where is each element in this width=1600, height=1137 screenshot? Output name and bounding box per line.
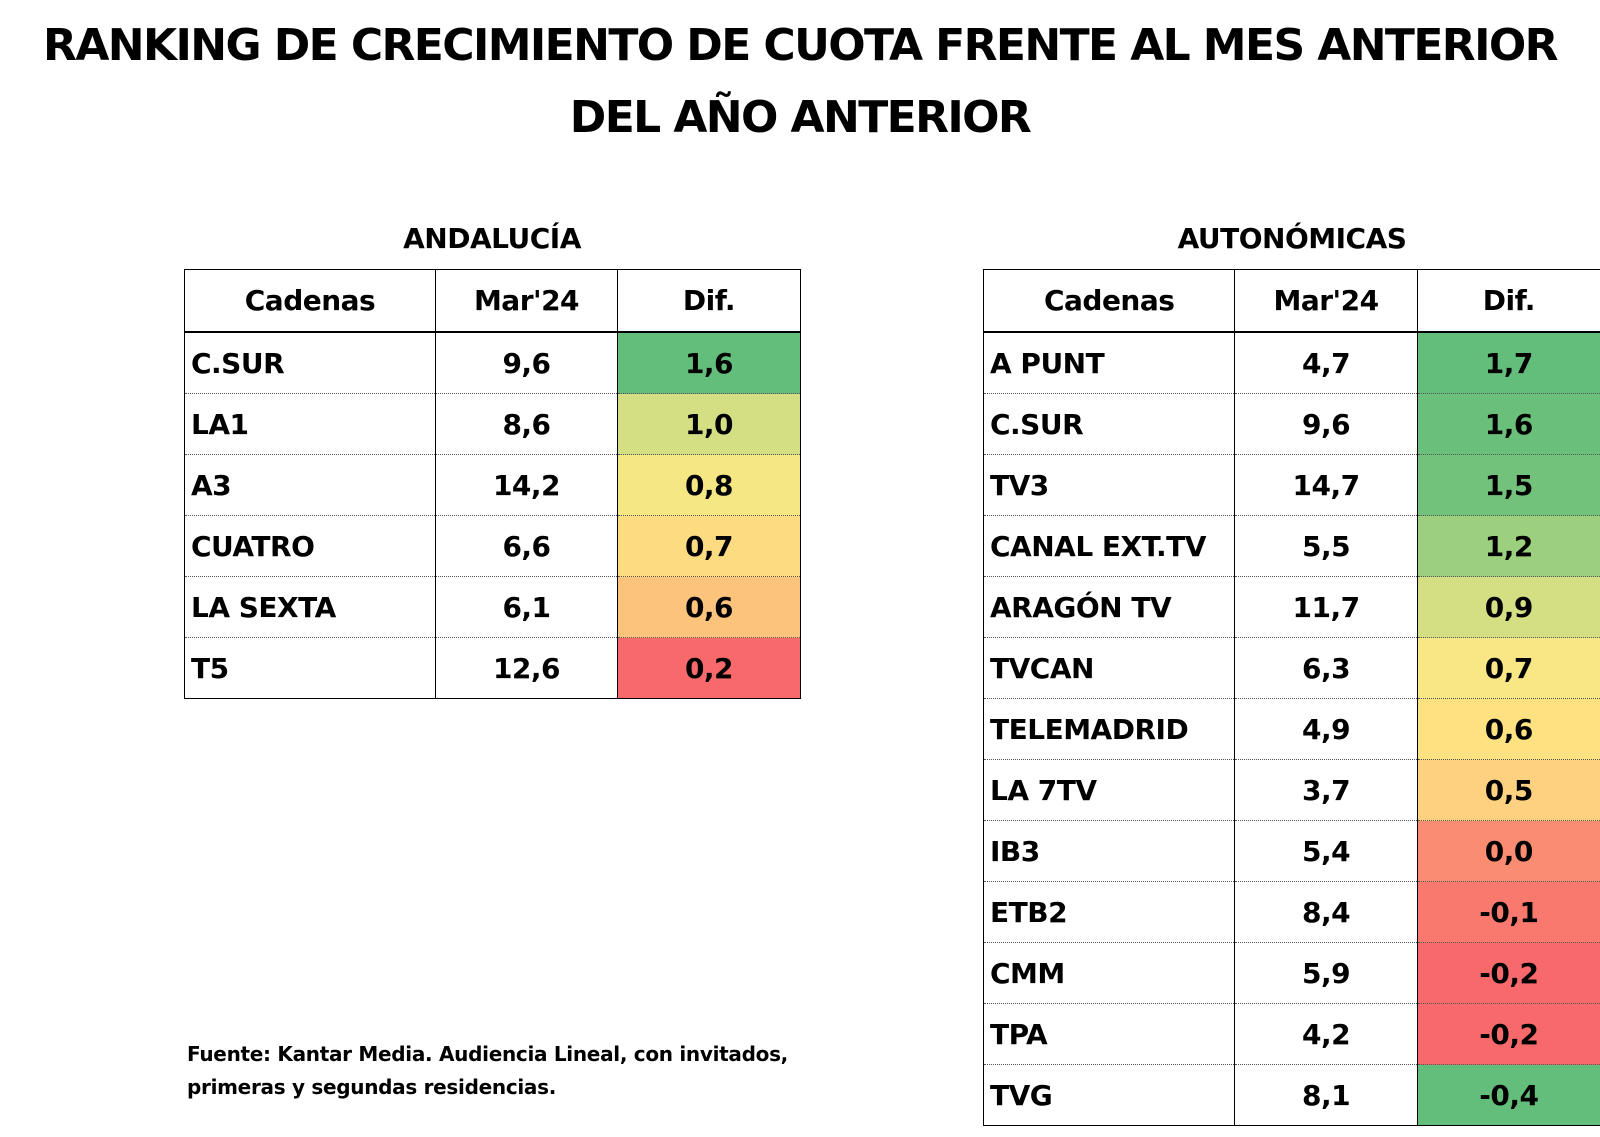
table-row: LA SEXTA 6,1 0,6 — [184, 576, 801, 638]
mar24-cell: 6,6 — [435, 515, 618, 577]
table-row: C.SUR 9,6 1,6 — [982, 393, 1600, 455]
cadena-cell: LA 7TV — [982, 759, 1236, 821]
autonomicas-section-title: AUTONÓMICAS — [1177, 222, 1407, 255]
table-row: ETB2 8,4 -0,1 — [982, 881, 1600, 943]
mar24-cell: 8,1 — [1234, 1064, 1418, 1126]
table-row: CUATRO 6,6 0,7 — [184, 515, 801, 577]
source-line-1: Fuente: Kantar Media. Audiencia Lineal, … — [187, 1042, 788, 1066]
mar24-cell: 9,6 — [435, 332, 618, 394]
dif-cell: 0,0 — [1416, 820, 1600, 882]
table-row: C.SUR 9,6 1,6 — [184, 332, 801, 394]
source-note: Fuente: Kantar Media. Audiencia Lineal, … — [187, 1038, 827, 1104]
mar24-cell: 14,7 — [1234, 454, 1418, 516]
cadena-cell: CUATRO — [184, 515, 436, 577]
table-row: TV3 14,7 1,5 — [982, 454, 1600, 516]
dif-cell: 1,0 — [617, 393, 801, 455]
dif-cell: 0,2 — [617, 637, 801, 699]
header-period: Mar'24 — [1234, 269, 1418, 333]
cadena-cell: CANAL EXT.TV — [982, 515, 1236, 577]
table-header-row: Cadenas Mar'24 Dif. — [184, 269, 801, 333]
header-dif: Dif. — [617, 269, 801, 333]
table-row: T5 12,6 0,2 — [184, 637, 801, 699]
mar24-cell: 4,7 — [1234, 332, 1418, 394]
table-row: A PUNT 4,7 1,7 — [982, 332, 1600, 394]
mar24-cell: 5,9 — [1234, 942, 1418, 1004]
header-period: Mar'24 — [435, 269, 618, 333]
cadena-cell: C.SUR — [982, 393, 1236, 455]
dif-cell: -0,4 — [1416, 1064, 1600, 1126]
mar24-cell: 9,6 — [1234, 393, 1418, 455]
table-header-row: Cadenas Mar'24 Dif. — [982, 269, 1600, 333]
dif-cell: 1,6 — [1416, 393, 1600, 455]
table-row: CMM 5,9 -0,2 — [982, 942, 1600, 1004]
dif-cell: 0,6 — [617, 576, 801, 638]
page-title-line-2: DEL AÑO ANTERIOR — [569, 92, 1032, 143]
table-row: A3 14,2 0,8 — [184, 454, 801, 516]
cadena-cell: A PUNT — [982, 332, 1236, 394]
cadena-cell: TPA — [982, 1003, 1236, 1065]
mar24-cell: 11,7 — [1234, 576, 1418, 638]
autonomicas-table: Cadenas Mar'24 Dif. A PUNT 4,7 1,7 C.SUR 9,6… — [982, 269, 1600, 1126]
cadena-cell: TVG — [982, 1064, 1236, 1126]
table-row: LA1 8,6 1,0 — [184, 393, 801, 455]
cadena-cell: TVCAN — [982, 637, 1236, 699]
header-dif: Dif. — [1416, 269, 1600, 333]
cadena-cell: TV3 — [982, 454, 1236, 516]
mar24-cell: 3,7 — [1234, 759, 1418, 821]
cadena-cell: C.SUR — [184, 332, 436, 394]
dif-cell: -0,2 — [1416, 942, 1600, 1004]
table-row: TVCAN 6,3 0,7 — [982, 637, 1600, 699]
mar24-cell: 12,6 — [435, 637, 618, 699]
cadena-cell: TELEMADRID — [982, 698, 1236, 760]
dif-cell: 1,6 — [617, 332, 801, 394]
mar24-cell: 5,4 — [1234, 820, 1418, 882]
dif-cell: 0,7 — [617, 515, 801, 577]
dif-cell: 1,2 — [1416, 515, 1600, 577]
header-cadenas: Cadenas — [184, 269, 436, 333]
dif-cell: -0,2 — [1416, 1003, 1600, 1065]
mar24-cell: 6,3 — [1234, 637, 1418, 699]
dif-cell: 0,6 — [1416, 698, 1600, 760]
autonomicas-table-body: A PUNT 4,7 1,7 C.SUR 9,6 1,6 TV3 14,7 1,5 CANAL E… — [982, 332, 1600, 1126]
page-title: RANKING DE CRECIMIENTO DE CUOTA FRENTE A… — [0, 10, 1600, 154]
page-title-line-1: RANKING DE CRECIMIENTO DE CUOTA FRENTE A… — [43, 20, 1558, 71]
mar24-cell: 6,1 — [435, 576, 618, 638]
cadena-cell: A3 — [184, 454, 436, 516]
mar24-cell: 4,2 — [1234, 1003, 1418, 1065]
andalucia-table-body: C.SUR 9,6 1,6 LA1 8,6 1,0 A3 14,2 0,8 CUATRO 6,6 0,… — [184, 332, 801, 699]
table-row: ARAGÓN TV 11,7 0,9 — [982, 576, 1600, 638]
mar24-cell: 5,5 — [1234, 515, 1418, 577]
dif-cell: 0,9 — [1416, 576, 1600, 638]
dif-cell: 0,8 — [617, 454, 801, 516]
dif-cell: -0,1 — [1416, 881, 1600, 943]
mar24-cell: 4,9 — [1234, 698, 1418, 760]
table-row: TELEMADRID 4,9 0,6 — [982, 698, 1600, 760]
header-cadenas: Cadenas — [982, 269, 1236, 333]
table-row: LA 7TV 3,7 0,5 — [982, 759, 1600, 821]
cadena-cell: LA SEXTA — [184, 576, 436, 638]
dif-cell: 1,7 — [1416, 332, 1600, 394]
cadena-cell: ARAGÓN TV — [982, 576, 1236, 638]
cadena-cell: IB3 — [982, 820, 1236, 882]
andalucia-table: Cadenas Mar'24 Dif. C.SUR 9,6 1,6 LA1 8,6 1,0… — [184, 269, 801, 699]
cadena-cell: LA1 — [184, 393, 436, 455]
table-row: IB3 5,4 0,0 — [982, 820, 1600, 882]
andalucia-section-title: ANDALUCÍA — [403, 222, 581, 255]
table-row: TVG 8,1 -0,4 — [982, 1064, 1600, 1126]
cadena-cell: CMM — [982, 942, 1236, 1004]
cadena-cell: T5 — [184, 637, 436, 699]
dif-cell: 0,5 — [1416, 759, 1600, 821]
mar24-cell: 8,6 — [435, 393, 618, 455]
mar24-cell: 8,4 — [1234, 881, 1418, 943]
dif-cell: 0,7 — [1416, 637, 1600, 699]
table-row: TPA 4,2 -0,2 — [982, 1003, 1600, 1065]
source-line-2: primeras y segundas residencias. — [187, 1075, 557, 1099]
table-row: CANAL EXT.TV 5,5 1,2 — [982, 515, 1600, 577]
dif-cell: 1,5 — [1416, 454, 1600, 516]
mar24-cell: 14,2 — [435, 454, 618, 516]
cadena-cell: ETB2 — [982, 881, 1236, 943]
